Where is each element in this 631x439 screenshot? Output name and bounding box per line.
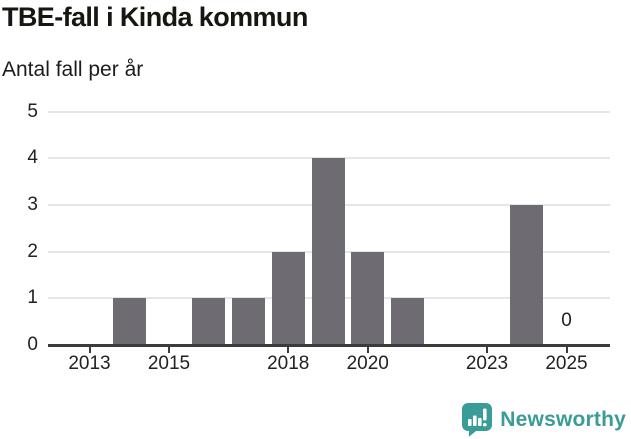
y-tick-label-3: 3 xyxy=(27,193,38,215)
data-label-2025: 0 xyxy=(561,310,572,331)
x-tick-2023 xyxy=(486,347,488,353)
x-tick-label-2023: 2023 xyxy=(465,353,509,374)
bar-2024 xyxy=(510,204,544,345)
x-tick-label-2018: 2018 xyxy=(267,353,310,374)
bar-2020 xyxy=(351,251,385,345)
chart-title: TBE-fall i Kinda kommun xyxy=(2,2,308,32)
brand-footer: Newsworthy xyxy=(462,402,626,438)
x-tick-2015 xyxy=(168,347,170,353)
x-tick-2013 xyxy=(88,347,91,353)
x-tick-label-2025: 2025 xyxy=(545,353,588,374)
newsworthy-logo-icon xyxy=(462,403,493,437)
chart-subtitle: Antal fall per år xyxy=(2,58,144,81)
bar-2021 xyxy=(391,298,424,345)
x-tick-label-2013: 2013 xyxy=(68,353,111,374)
y-tick-label-5: 5 xyxy=(27,100,38,122)
x-tick-2025 xyxy=(565,347,568,353)
x-axis-line xyxy=(48,344,610,347)
x-tick-label-2020: 2020 xyxy=(346,353,389,374)
bar-2019 xyxy=(311,158,345,345)
brand-name: Newsworthy xyxy=(500,408,626,431)
x-tick-2020 xyxy=(366,347,369,353)
bar-2018 xyxy=(271,251,305,345)
gridline-5 xyxy=(48,110,610,113)
y-tick-label-0: 0 xyxy=(27,334,38,355)
y-tick-label-4: 4 xyxy=(27,147,38,169)
x-tick-2018 xyxy=(287,347,290,353)
y-tick-label-1: 1 xyxy=(27,287,38,309)
bar-2017 xyxy=(232,298,265,345)
bar-2016 xyxy=(192,298,226,345)
x-tick-label-2015: 2015 xyxy=(147,353,191,374)
y-tick-label-2: 2 xyxy=(27,240,38,262)
bar-2014 xyxy=(112,298,146,345)
